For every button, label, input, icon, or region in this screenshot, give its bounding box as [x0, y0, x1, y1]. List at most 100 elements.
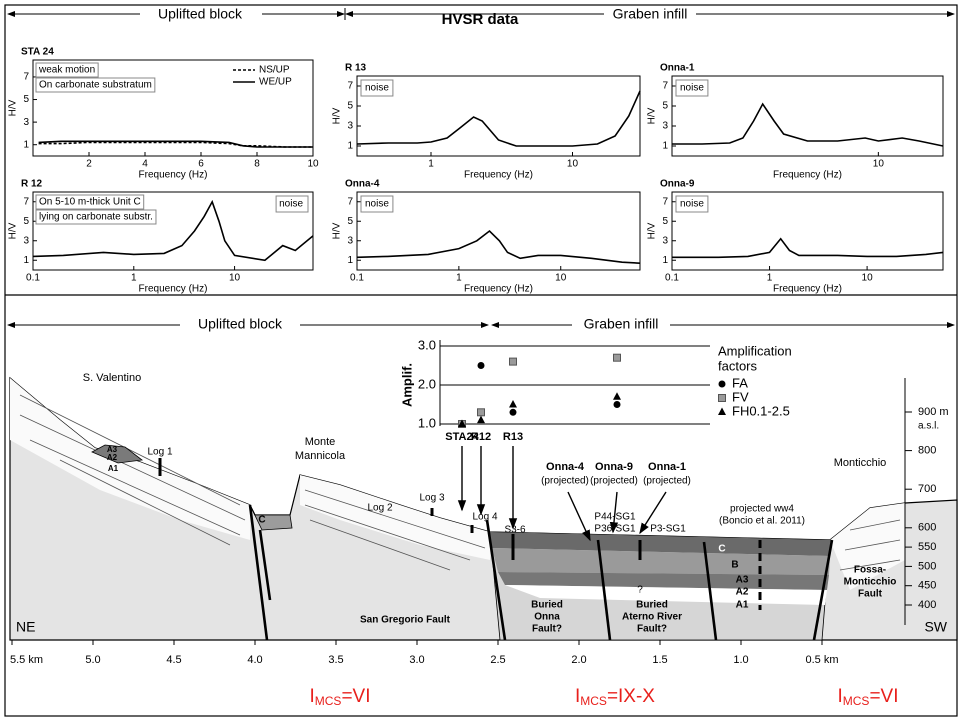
point — [718, 380, 726, 388]
fault-label: Fault? — [637, 624, 667, 635]
x-tick-label: 0.1 — [665, 273, 679, 284]
elevation-label: 800 — [918, 445, 936, 457]
y-axis-label: H/V — [647, 222, 658, 239]
note: weak motion — [38, 65, 95, 76]
y-tick-label: 5 — [662, 216, 668, 227]
elevation-label: 700 — [918, 483, 936, 495]
y-tick-label: 7 — [662, 81, 668, 92]
tag: noise — [365, 83, 389, 94]
intensity-subscript: MCS — [315, 694, 342, 708]
unit-label: A1 — [108, 464, 119, 473]
y-axis-label: H/V — [8, 99, 19, 116]
x-tick-label: 10 — [555, 273, 567, 284]
y-tick-label: 3 — [662, 121, 668, 132]
elevation-label: 550 — [918, 541, 936, 553]
intensity-subscript: MCS — [843, 694, 870, 708]
x-axis-label: Frequency (Hz) — [464, 284, 533, 295]
distance-label: 3.5 — [328, 654, 343, 666]
x-axis-label: Frequency (Hz) — [139, 170, 208, 181]
x-tick-label: 10 — [862, 273, 874, 284]
place-label: Monticchio — [834, 457, 887, 469]
x-tick-label: 1 — [428, 159, 434, 170]
distance-label: 1.0 — [733, 654, 748, 666]
category-label: R13 — [503, 431, 523, 443]
intensity-value: =IX-X — [607, 686, 655, 707]
distance-label: 1.5 — [652, 654, 667, 666]
panel-title: Onna-4 — [345, 179, 380, 190]
log-label: Log 4 — [472, 512, 497, 523]
intensity-symbol: I — [837, 686, 842, 707]
x-tick-label: 10 — [567, 159, 579, 170]
tag-box — [360, 79, 394, 97]
legend-label: NS/UP — [259, 65, 290, 76]
y-axis-label: Amplif. — [399, 363, 414, 407]
y-tick-label: 1 — [23, 255, 29, 266]
zone-label: Uplifted block — [198, 316, 283, 332]
point — [613, 392, 621, 400]
zone-label: Graben infill — [613, 6, 688, 22]
plot-frame — [32, 59, 314, 157]
plot-frame — [32, 191, 314, 271]
end-label: NE — [16, 619, 35, 635]
x-tick-label: 4 — [142, 159, 148, 170]
intensity-label: IMCS=VI — [309, 686, 370, 708]
unknown-label: ? — [637, 585, 643, 596]
y-tick-label: 3 — [347, 121, 353, 132]
x-axis-label: Frequency (Hz) — [464, 170, 533, 181]
hvsr-curve — [672, 102, 944, 147]
log-label: Log 1 — [147, 447, 172, 458]
intensity-value: =VI — [869, 686, 898, 707]
distance-label: 4.5 — [166, 654, 181, 666]
legend-title: factors — [718, 358, 758, 373]
elevation-label: 900 m — [918, 406, 949, 418]
y-tick-label: 5 — [347, 101, 353, 112]
intensity-symbol: I — [309, 686, 314, 707]
y-tick-label: 1.0 — [418, 415, 436, 430]
point — [613, 353, 621, 362]
unit-label: A3 — [107, 445, 118, 454]
x-tick-label: 10 — [873, 159, 885, 170]
legend-label: FV — [732, 389, 749, 404]
y-tick-label: 3 — [347, 235, 353, 246]
point — [477, 415, 485, 424]
unit-label: C — [718, 544, 725, 555]
station-label: Onna-1 — [648, 461, 686, 473]
well-label: S3-6 — [504, 525, 526, 536]
unit-label: C — [258, 515, 265, 526]
y-tick-label: 5 — [347, 216, 353, 227]
intensity-value: =VI — [341, 686, 370, 707]
plot-frame — [671, 75, 944, 157]
x-tick-label: 0.1 — [350, 273, 364, 284]
tag: noise — [680, 83, 704, 94]
y-tick-label: 3 — [662, 235, 668, 246]
station-label: Onna-4 — [546, 461, 585, 473]
legend-label: WE/UP — [259, 77, 292, 88]
plot-frame — [356, 75, 641, 157]
fault-label: Fault? — [532, 624, 562, 635]
legend-label: FH0.1-2.5 — [732, 403, 790, 418]
well-label: P36-SG1 — [594, 524, 636, 535]
tag-box — [360, 195, 394, 213]
fault-label: Fault — [858, 589, 883, 600]
point — [477, 408, 485, 417]
projected-label: (projected) — [643, 476, 691, 487]
projected-label: (projected) — [590, 476, 638, 487]
y-tick-label: 5 — [662, 101, 668, 112]
x-tick-label: 0.1 — [26, 273, 40, 284]
y-tick-label: 7 — [347, 81, 353, 92]
note-box — [35, 194, 145, 210]
well-label: P3-SG1 — [650, 524, 686, 535]
zone-label: Uplifted block — [158, 6, 243, 22]
ww4-label: (Boncio et al. 2011) — [719, 516, 805, 527]
ww4-label: projected ww4 — [730, 504, 794, 515]
distance-label: 4.0 — [247, 654, 262, 666]
hvsr-curve — [356, 90, 641, 147]
distance-label: 5.5 km — [10, 654, 43, 666]
y-tick-label: 1 — [23, 139, 29, 150]
point — [718, 394, 726, 402]
panel-title: R 13 — [345, 63, 367, 74]
y-tick-label: 3 — [23, 235, 29, 246]
fault-label: Fossa- — [854, 565, 886, 576]
fault-label: Monticchio — [844, 577, 897, 588]
cross-section — [9, 376, 958, 641]
